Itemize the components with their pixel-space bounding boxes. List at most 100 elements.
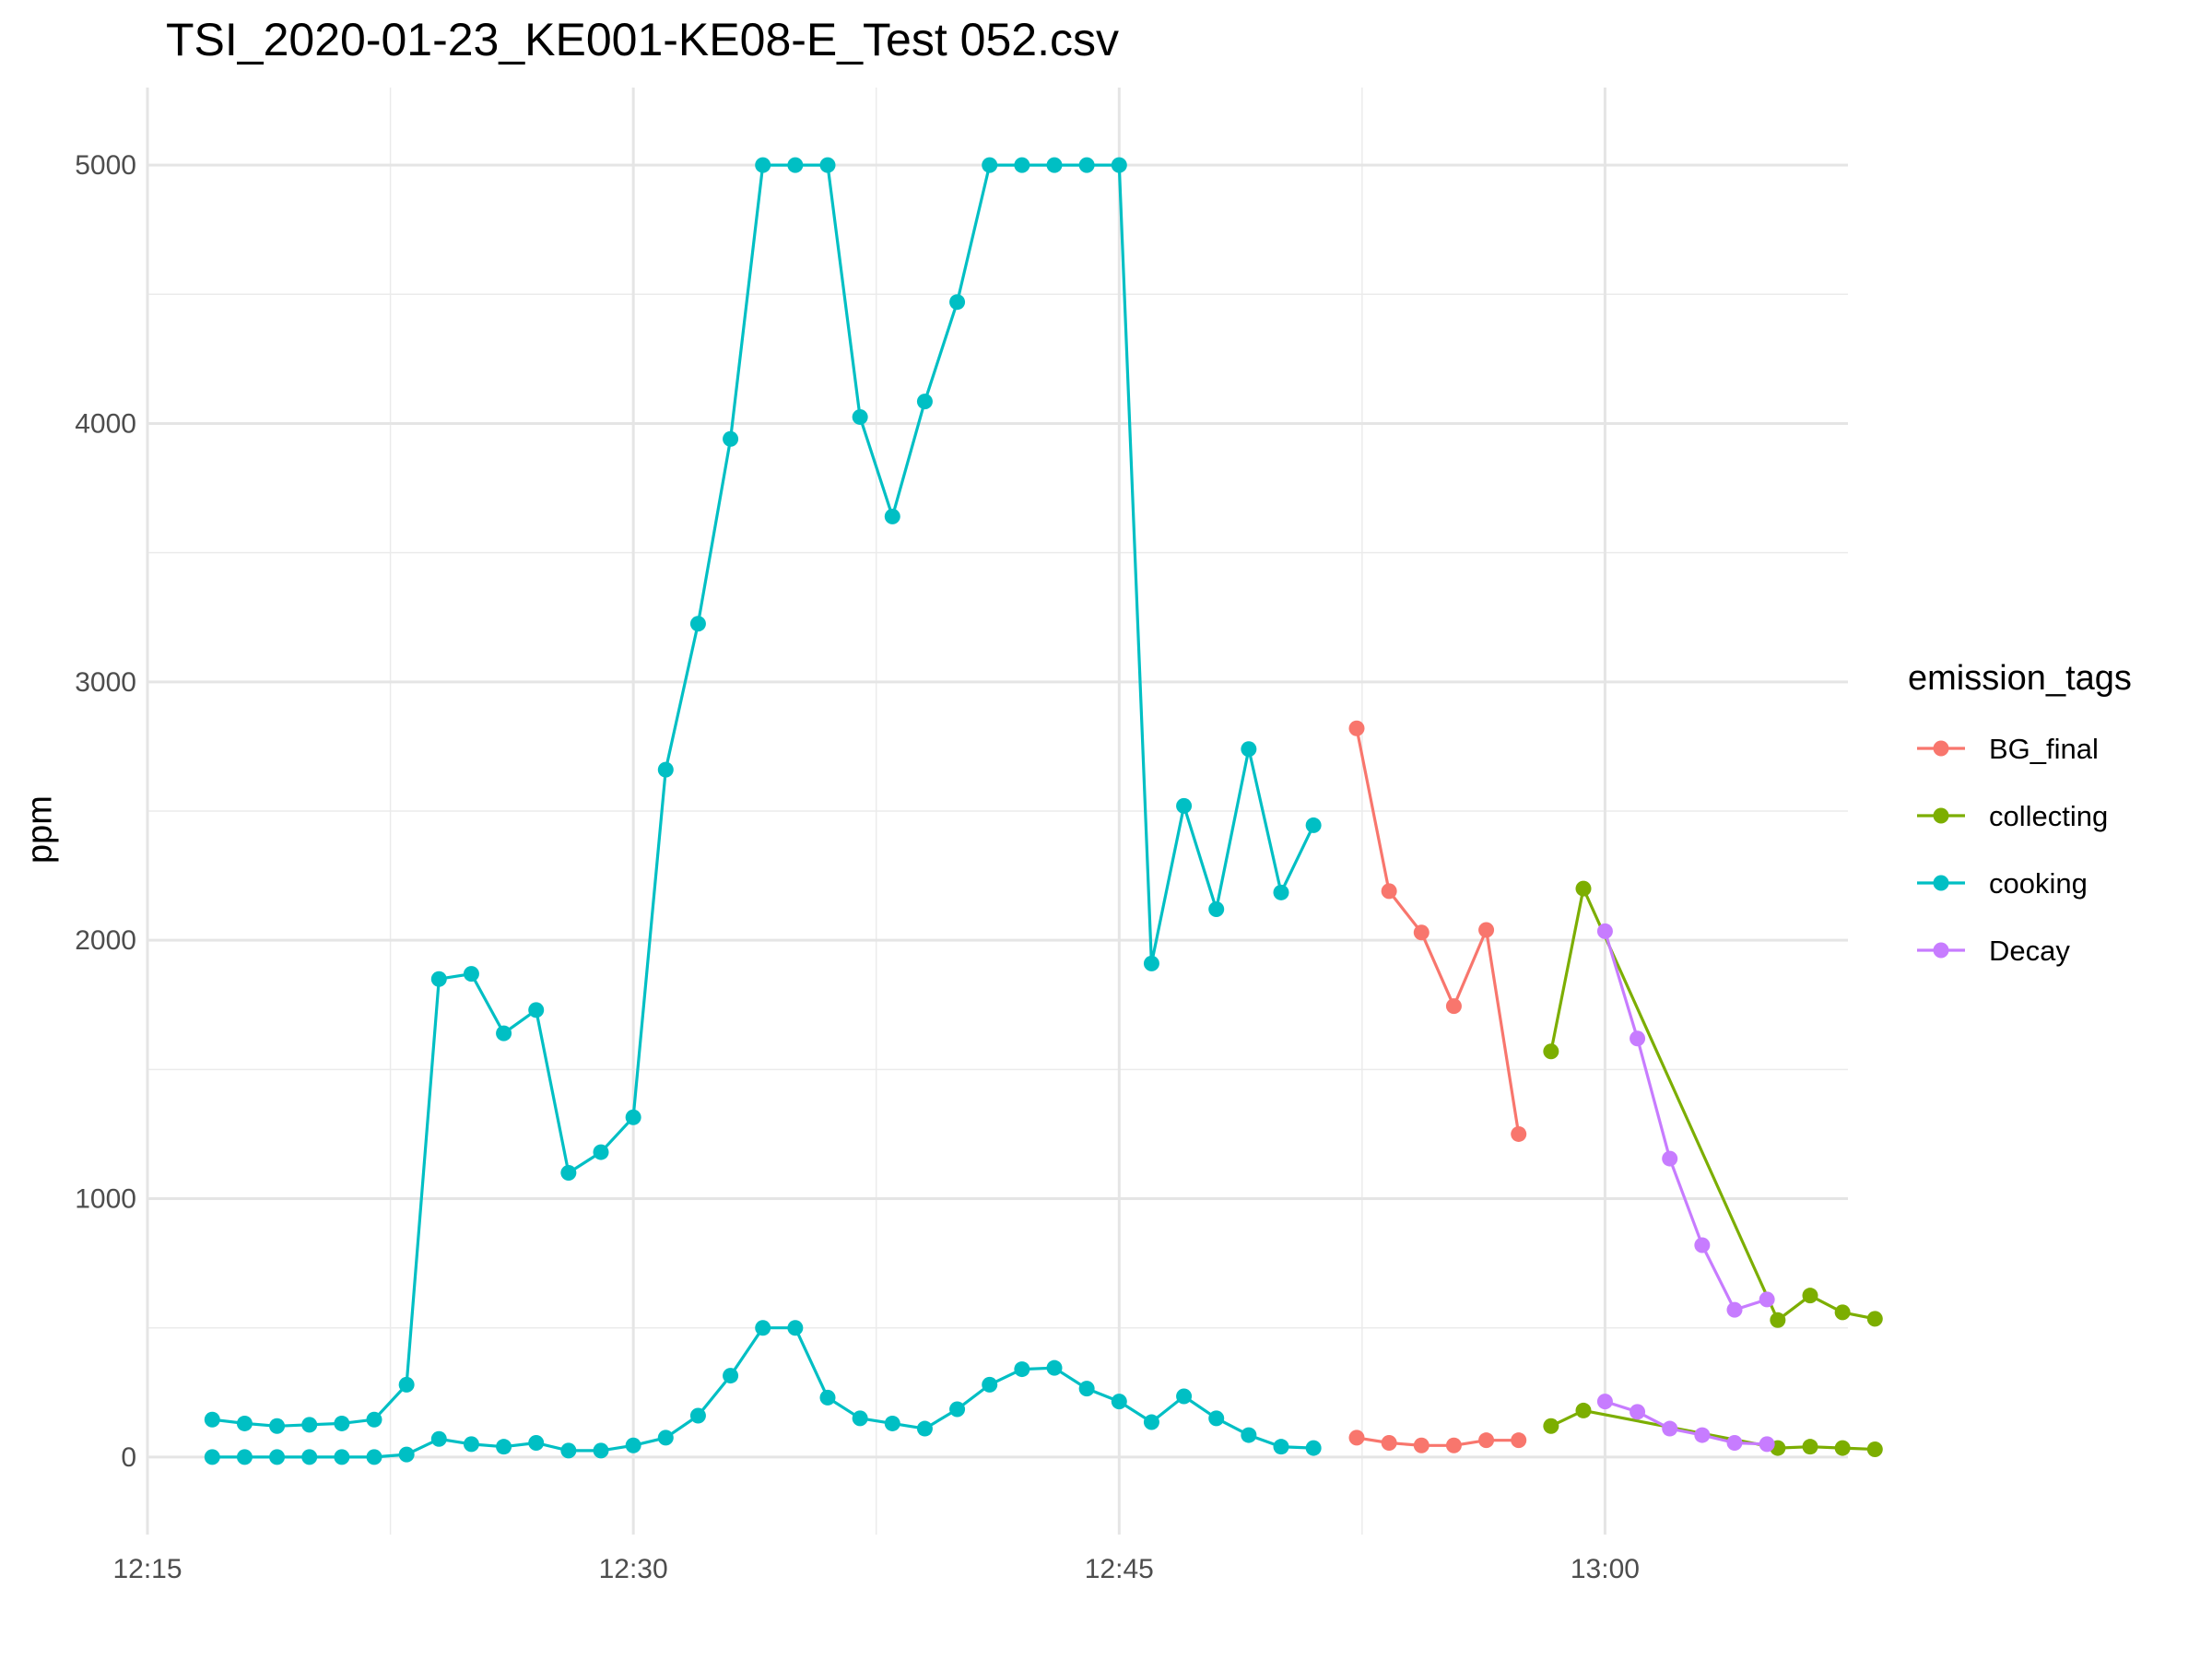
data-point [1208, 901, 1225, 918]
data-point [1413, 924, 1430, 941]
series-decay [1596, 923, 1775, 1453]
data-point [949, 294, 966, 311]
data-point [1866, 1441, 1883, 1457]
data-point [1078, 157, 1095, 173]
data-point [1348, 1430, 1365, 1446]
data-point [1662, 1150, 1678, 1167]
legend-label: BG_final [1989, 733, 2099, 765]
data-point [982, 157, 998, 173]
data-point [787, 1320, 804, 1336]
data-point [1305, 817, 1322, 833]
series-line [1550, 1408, 1876, 1452]
legend-key-point [1933, 942, 1949, 959]
data-point [1176, 1388, 1193, 1405]
y-tick-label: 2000 [75, 925, 136, 956]
data-point [1348, 720, 1365, 736]
tick-layer: 0 1000 2000 3000 4000 5000 12:15 12:30 12:45 13:0… [75, 150, 1640, 1584]
data-point [1381, 883, 1397, 900]
data-point [689, 616, 706, 632]
data-point [1208, 1410, 1225, 1427]
data-point [787, 157, 804, 173]
legend-label: cooking [1989, 867, 2088, 900]
data-point [1726, 1434, 1743, 1451]
data-point [755, 1320, 771, 1336]
data-point [204, 1449, 220, 1465]
data-point [1046, 157, 1063, 173]
data-point [1111, 1394, 1127, 1410]
data-point [657, 1430, 674, 1446]
data-point [1630, 1404, 1646, 1420]
data-point [236, 1449, 253, 1465]
data-point [1273, 1439, 1289, 1455]
data-point [463, 1436, 479, 1453]
data-point [1078, 1381, 1095, 1397]
series-line [1355, 727, 1521, 1135]
data-point [398, 1376, 415, 1393]
y-tick-label: 5000 [75, 150, 136, 181]
data-point [1575, 880, 1592, 897]
data-point [463, 966, 479, 982]
data-point [1759, 1436, 1775, 1453]
x-tick-label: 12:30 [599, 1554, 668, 1584]
data-point [430, 971, 447, 987]
data-point [1143, 1414, 1159, 1430]
data-point [496, 1025, 512, 1041]
chart-title: TSI_2020-01-23_KE001-KE08-E_Test 052.csv [166, 14, 1119, 65]
data-point [528, 1002, 545, 1018]
data-point [334, 1449, 350, 1465]
data-point [1834, 1304, 1851, 1321]
legend-label: collecting [1989, 800, 2108, 832]
data-point [1176, 797, 1193, 814]
data-point [657, 761, 674, 778]
data-point [949, 1401, 966, 1418]
data-point [1111, 157, 1127, 173]
data-point [1511, 1432, 1527, 1449]
data-point [1413, 1437, 1430, 1453]
series-line [212, 1326, 1314, 1459]
data-point [1381, 1434, 1397, 1451]
data-point [1014, 1361, 1030, 1378]
data-point [1726, 1301, 1743, 1318]
data-point [334, 1415, 350, 1431]
data-point [269, 1449, 286, 1465]
data-point [916, 1420, 933, 1437]
data-point [593, 1144, 609, 1160]
data-point [884, 508, 900, 524]
data-point [625, 1437, 641, 1453]
data-point [1596, 1394, 1613, 1410]
data-point [689, 1407, 706, 1424]
data-point [560, 1165, 577, 1181]
data-point [1630, 1030, 1646, 1047]
data-point [1759, 1291, 1775, 1308]
y-tick-label: 3000 [75, 667, 136, 698]
data-point [1445, 998, 1462, 1015]
data-point [1543, 1043, 1559, 1060]
data-point [204, 1411, 220, 1428]
data-point [1046, 1359, 1063, 1376]
series-cooking [204, 157, 1322, 1465]
data-point [560, 1442, 577, 1459]
legend-title: emission_tags [1908, 659, 2132, 698]
y-tick-label: 0 [121, 1442, 136, 1473]
data-point [528, 1434, 545, 1451]
data-point [1273, 884, 1289, 900]
data-point [236, 1415, 253, 1431]
data-point [1802, 1439, 1818, 1455]
data-point [819, 157, 836, 173]
data-point [1770, 1312, 1786, 1328]
series-layer [204, 157, 1883, 1465]
data-point [982, 1376, 998, 1393]
legend-item: collecting [1917, 800, 2108, 832]
data-point [1575, 1402, 1592, 1418]
data-point [723, 430, 739, 447]
series-collecting [1543, 880, 1883, 1457]
data-point [1511, 1125, 1527, 1142]
grid-layer [146, 88, 1848, 1535]
data-point [1662, 1420, 1678, 1437]
data-point [1802, 1288, 1818, 1304]
data-point [1694, 1237, 1711, 1253]
data-point [755, 157, 771, 173]
series-line [1604, 1400, 1768, 1446]
legend-item: cooking [1917, 867, 2088, 900]
